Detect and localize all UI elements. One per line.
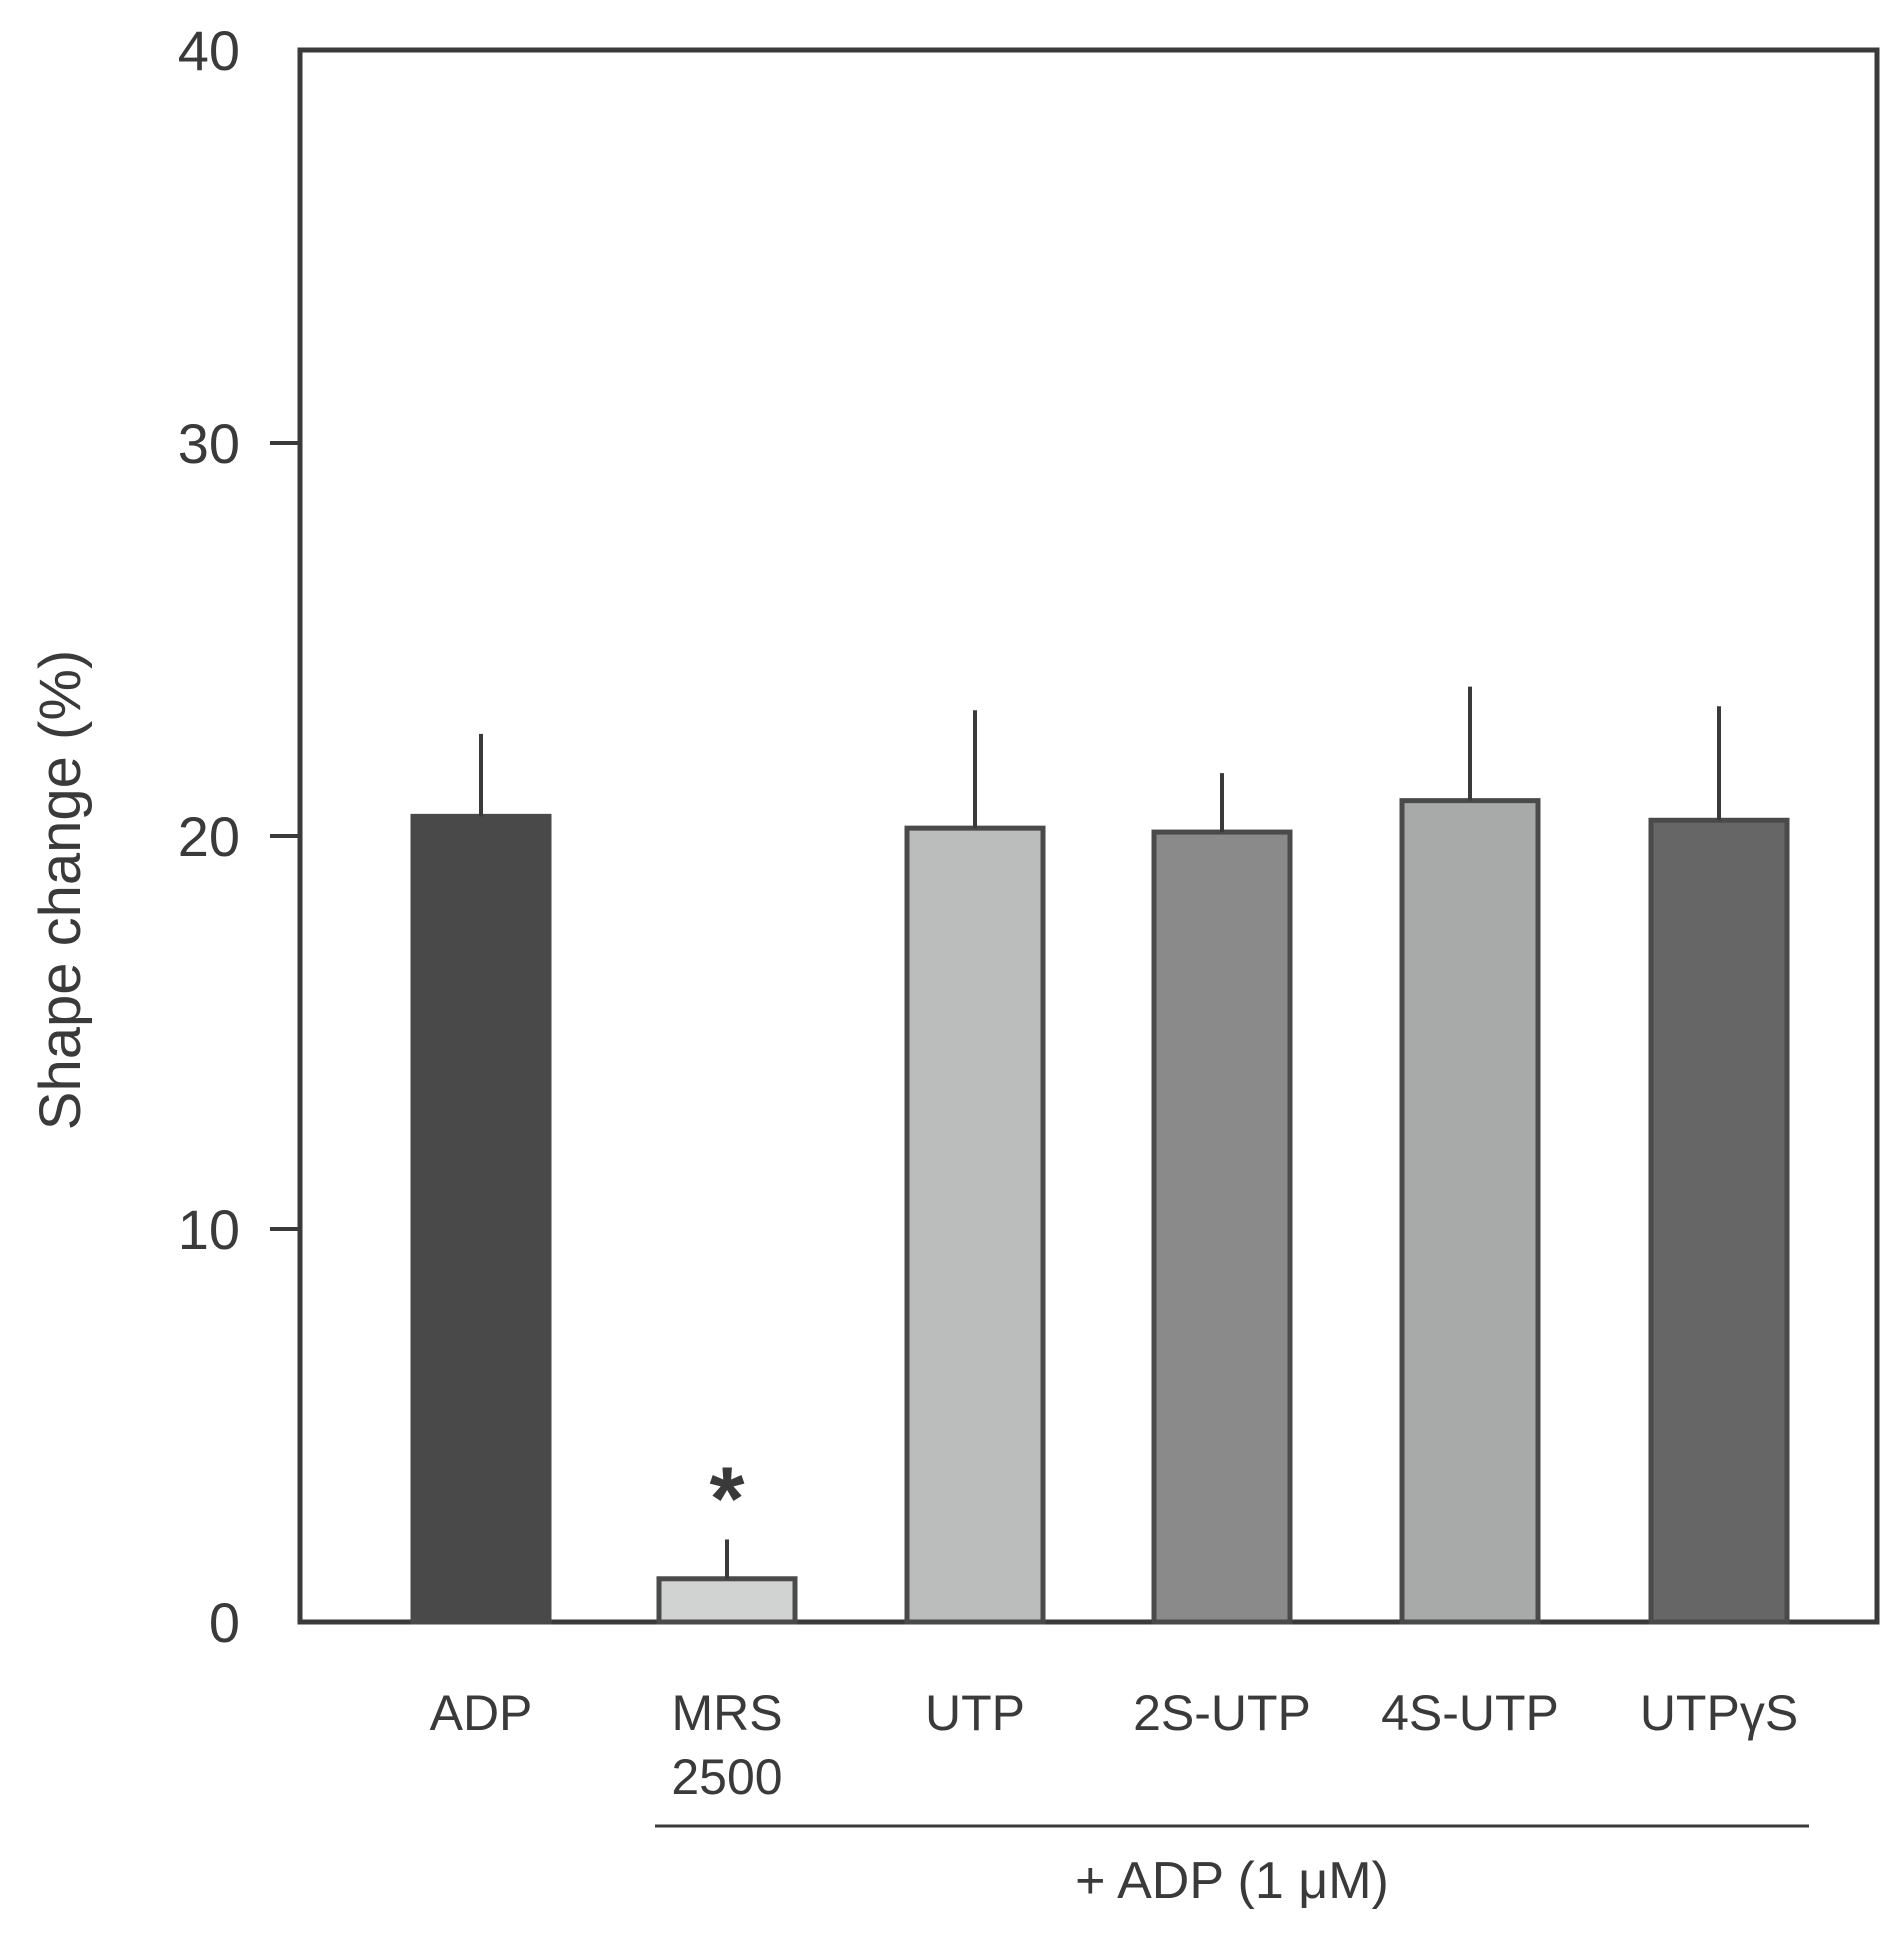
y-tick-label: 20 [178,805,240,868]
bar [1151,829,1293,1625]
y-axis-label: Shape change (%) [28,650,93,1130]
x-tick-label-line: 4S-UTP [1381,1685,1559,1741]
y-tick-label: 10 [178,1198,240,1261]
group-label: + ADP (1 μM) [1075,1852,1389,1910]
x-tick-label-line: 2500 [671,1749,782,1805]
x-tick-label: 2S-UTP [1133,1685,1311,1741]
annotations: * [709,1449,744,1549]
bar [1399,798,1541,1625]
x-tick-label-line: MRS [671,1685,782,1741]
y-tick-label: 40 [178,19,240,82]
x-tick-label: UTPγS [1640,1685,1798,1741]
x-tick-label: 4S-UTP [1381,1685,1559,1741]
y-tick-label: 30 [178,412,240,475]
y-axis: 0 10 20 30 40 [178,19,300,1654]
bar [410,813,552,1625]
error-bars [479,686,1721,1579]
x-tick-label: ADP [430,1685,533,1741]
bars [410,798,1790,1625]
group-bracket: + ADP (1 μM) [655,1824,1809,1910]
x-tick-label: UTP [925,1685,1025,1741]
y-tick-label: 0 [209,1591,240,1654]
x-tick-label-line: 2S-UTP [1133,1685,1311,1741]
bar [656,1576,798,1625]
x-tick-label-line: ADP [430,1685,533,1741]
x-tick-label: MRS 2500 [671,1685,782,1805]
significance-marker: * [709,1449,744,1549]
x-axis: ADP MRS 2500 UTP 2S-UTP 4S-UTP UTPγS [430,1685,1799,1805]
bar [904,825,1046,1625]
x-tick-label-line: UTPγS [1640,1685,1798,1741]
x-tick-label-line: UTP [925,1685,1025,1741]
bar [1648,817,1790,1625]
